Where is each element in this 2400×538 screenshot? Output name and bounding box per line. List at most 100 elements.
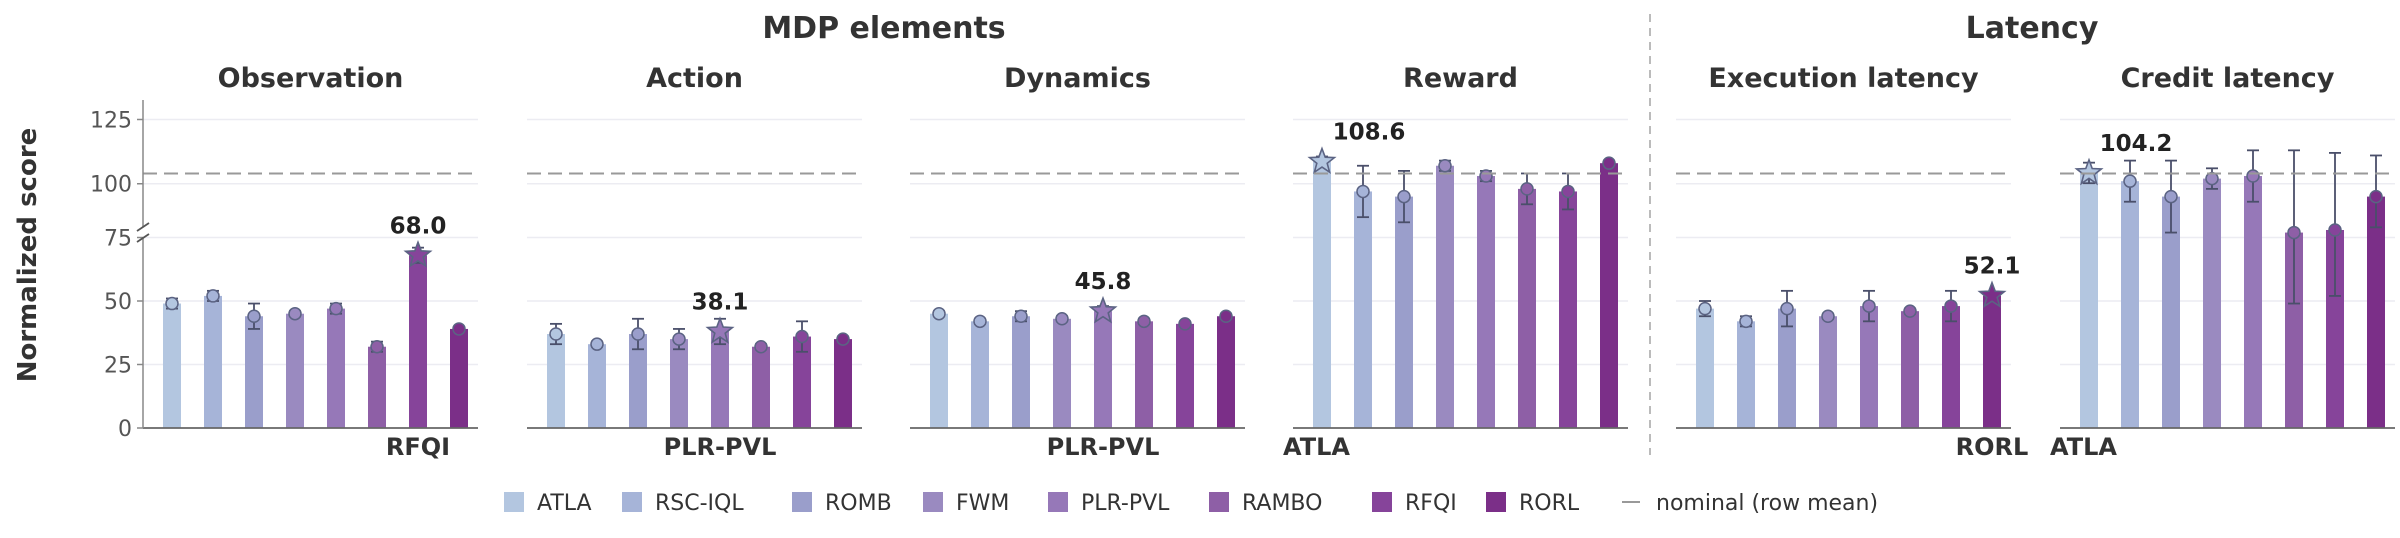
point-marker <box>1698 301 1712 316</box>
bar <box>409 255 427 428</box>
legend-swatch <box>923 492 943 512</box>
bar <box>2203 178 2221 428</box>
point-marker <box>288 306 302 321</box>
y-tick-label: 75 <box>104 227 132 252</box>
point-marker <box>1561 184 1575 199</box>
point-marker <box>1219 309 1233 323</box>
bar <box>1860 306 1878 428</box>
bar <box>327 308 345 428</box>
legend-swatch <box>792 492 812 512</box>
legend-label: RFQI <box>1405 491 1457 516</box>
panel-0 <box>143 118 478 429</box>
point-marker <box>672 332 686 346</box>
point-marker <box>165 296 179 311</box>
best-value-label: 68.0 <box>390 213 447 239</box>
bar <box>752 346 770 428</box>
point-marker <box>2246 169 2260 183</box>
y-tick-label: 100 <box>90 173 132 198</box>
legend-swatch <box>1372 492 1392 512</box>
legend-label: RSC-IQL <box>655 491 744 516</box>
bar <box>204 295 222 428</box>
legend-swatch <box>622 492 642 512</box>
point-marker <box>754 339 768 354</box>
bar <box>1217 316 1235 428</box>
legend-swatch <box>1048 492 1068 512</box>
legend-swatch <box>504 492 524 512</box>
bar <box>1313 161 1331 428</box>
bar <box>1094 311 1112 428</box>
group-title-mdp: MDP elements <box>762 11 1005 46</box>
point-marker <box>2328 223 2342 237</box>
point-marker <box>932 306 946 321</box>
point-marker <box>1739 314 1753 329</box>
panel-title: Observation <box>218 63 404 94</box>
panel-title: Reward <box>1403 63 1518 94</box>
point-marker <box>1821 309 1835 323</box>
bar <box>1559 191 1577 428</box>
best-method-label: ATLA <box>1283 433 1350 461</box>
bar <box>2080 172 2098 428</box>
point-marker <box>1438 159 1452 173</box>
point-marker <box>1137 314 1151 329</box>
panel-3 <box>1293 118 1628 429</box>
panel-5 <box>2060 118 2395 429</box>
point-marker <box>329 301 343 316</box>
point-marker <box>370 339 384 354</box>
bar <box>629 334 647 428</box>
point-marker <box>1014 309 1028 323</box>
point-marker <box>206 289 220 303</box>
bar <box>2285 232 2303 428</box>
point-marker <box>590 337 604 351</box>
bar <box>971 321 989 428</box>
bar <box>245 316 263 428</box>
point-marker <box>1479 169 1493 183</box>
bar <box>1395 196 1413 428</box>
legend-label: FWM <box>956 491 1009 516</box>
panel-title: Execution latency <box>1708 63 1979 94</box>
panel-title: Action <box>646 63 743 94</box>
bar <box>1176 323 1194 428</box>
best-value-label: 38.1 <box>692 289 749 315</box>
legend-swatch <box>1486 492 1506 512</box>
point-marker <box>1055 312 1069 326</box>
point-marker <box>2287 225 2301 240</box>
bar <box>368 346 386 428</box>
bar <box>1778 308 1796 428</box>
bar <box>2244 176 2262 428</box>
bar <box>2121 181 2139 428</box>
point-marker <box>795 329 809 344</box>
legend-label: ATLA <box>537 491 592 516</box>
bar <box>1053 318 1071 428</box>
best-star-marker <box>705 316 735 344</box>
point-marker <box>1944 299 1958 313</box>
point-marker <box>1397 189 1411 204</box>
legend-label: ROMB <box>825 491 892 516</box>
best-method-label: RORL <box>1956 433 2029 461</box>
best-value-label: 45.8 <box>1075 269 1132 295</box>
bar <box>1436 165 1454 428</box>
best-method-label: PLR-PVL <box>664 433 777 461</box>
legend-label: RORL <box>1519 491 1580 516</box>
point-marker <box>1178 317 1192 331</box>
point-marker <box>452 322 466 336</box>
bar <box>163 303 181 428</box>
bar <box>1518 188 1536 428</box>
best-star-marker <box>1977 280 2007 309</box>
point-marker <box>1602 156 1616 170</box>
point-marker <box>247 309 261 323</box>
panel-1 <box>527 118 862 429</box>
legend-swatch <box>1209 492 1229 512</box>
bar <box>793 336 811 428</box>
bar <box>1737 321 1755 428</box>
bar <box>2162 196 2180 428</box>
point-marker <box>1356 184 1370 199</box>
point-marker <box>2369 189 2383 204</box>
best-method-label: ATLA <box>2050 433 2117 461</box>
point-marker <box>1903 304 1917 318</box>
y-axis-label: Normalized score <box>13 128 43 383</box>
bar <box>2367 196 2385 428</box>
bar <box>930 313 948 428</box>
best-value-label: 104.2 <box>2100 131 2173 157</box>
best-value-label: 52.1 <box>1964 254 2021 280</box>
